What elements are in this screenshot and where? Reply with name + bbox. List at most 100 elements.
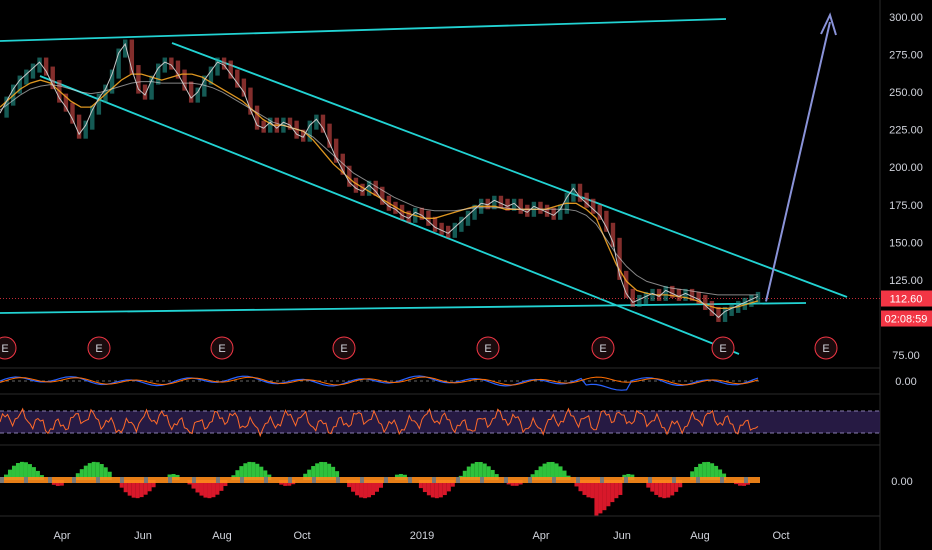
earnings-marker-label: E bbox=[218, 343, 225, 355]
histogram-bar bbox=[103, 467, 108, 480]
histogram-bar bbox=[203, 480, 208, 498]
projection-arrow-head bbox=[820, 12, 837, 36]
histogram-bar bbox=[255, 463, 260, 480]
price-candle bbox=[30, 63, 36, 79]
price-candle bbox=[129, 39, 135, 75]
price-candle bbox=[314, 114, 319, 130]
earnings-marker-label: E bbox=[1, 343, 8, 355]
price-candle bbox=[617, 237, 622, 280]
histogram-bar bbox=[335, 471, 340, 480]
price-tick-label: 175.00 bbox=[889, 200, 923, 212]
price-candle bbox=[380, 186, 385, 205]
histogram-bar bbox=[99, 464, 104, 480]
price-candle bbox=[221, 57, 227, 70]
price-candle bbox=[406, 210, 411, 223]
price-candle bbox=[366, 180, 372, 196]
histogram-bar bbox=[75, 473, 80, 480]
histogram-zero-tick bbox=[336, 477, 340, 483]
histogram-bar bbox=[235, 470, 240, 480]
price-candle bbox=[683, 288, 688, 301]
earnings-marker[interactable] bbox=[814, 336, 838, 360]
histogram-bar bbox=[554, 463, 559, 480]
histogram-bar bbox=[426, 480, 431, 496]
trend-line[interactable] bbox=[171, 42, 848, 298]
trend-line[interactable] bbox=[0, 302, 807, 314]
histogram-bar bbox=[598, 480, 603, 514]
time-tick-label: Aug bbox=[690, 530, 710, 542]
price-candle bbox=[446, 225, 451, 238]
price-candle bbox=[307, 120, 312, 142]
earnings-marker[interactable] bbox=[711, 336, 735, 360]
price-candle bbox=[340, 153, 345, 175]
time-tick-label: Aug bbox=[212, 530, 232, 542]
price-candle bbox=[175, 60, 181, 79]
trend-line[interactable] bbox=[0, 18, 727, 42]
histogram-bar bbox=[15, 463, 20, 480]
histogram-bar bbox=[319, 461, 324, 480]
price-candle bbox=[353, 177, 359, 193]
price-candle bbox=[37, 57, 42, 73]
histogram-bar bbox=[11, 465, 16, 480]
price-candle bbox=[518, 198, 523, 214]
price-candle bbox=[188, 81, 194, 103]
price-candle bbox=[70, 102, 75, 124]
histogram-zero-tick bbox=[24, 477, 28, 483]
macd-axis-label: 0.00 bbox=[895, 376, 916, 388]
earnings-marker[interactable] bbox=[87, 336, 111, 360]
trend-line[interactable] bbox=[39, 75, 740, 355]
histogram-bar bbox=[478, 462, 483, 480]
histogram-zero-tick bbox=[672, 477, 676, 483]
macd-signal-line bbox=[0, 376, 759, 386]
histogram-zero-tick bbox=[192, 477, 196, 483]
price-candle bbox=[663, 285, 668, 301]
price-axis[interactable]: 300.00 275.00 250.00 225.00 200.00 175.00 150.… bbox=[881, 12, 932, 362]
earnings-marker[interactable] bbox=[332, 336, 356, 360]
histogram-bar bbox=[191, 480, 196, 489]
histogram-bar bbox=[263, 470, 268, 480]
macd-pane[interactable] bbox=[0, 375, 760, 391]
price-candle bbox=[558, 204, 563, 220]
price-candle bbox=[577, 183, 583, 202]
time-tick-label: Apr bbox=[532, 530, 549, 542]
histogram-pane[interactable] bbox=[0, 461, 760, 516]
price-candle bbox=[722, 306, 728, 322]
projection-arrow[interactable] bbox=[765, 21, 831, 302]
histogram-zero-tick bbox=[480, 477, 484, 483]
price-candle bbox=[228, 60, 233, 79]
price-candle bbox=[248, 87, 253, 115]
price-candle bbox=[452, 222, 457, 238]
histogram-bar bbox=[714, 465, 719, 480]
price-candle bbox=[202, 75, 207, 97]
rsi-line bbox=[0, 407, 759, 438]
histogram-bar bbox=[438, 480, 443, 498]
time-axis[interactable]: Apr Jun Aug Oct 2019 Apr Jun Aug Oct bbox=[53, 530, 789, 542]
histogram-bar bbox=[375, 480, 380, 492]
histogram-zero-tick bbox=[240, 477, 244, 483]
price-candle bbox=[630, 288, 635, 307]
earnings-marker[interactable] bbox=[591, 336, 615, 360]
histogram-axis-label: 0.00 bbox=[891, 476, 912, 488]
histogram-bar bbox=[95, 462, 100, 480]
histogram-bar bbox=[79, 469, 84, 480]
rsi-pane[interactable] bbox=[0, 407, 880, 438]
histogram-zero-tick bbox=[744, 477, 748, 483]
histogram-bar bbox=[574, 480, 579, 487]
price-candle bbox=[716, 306, 721, 322]
earnings-marker[interactable] bbox=[476, 336, 500, 360]
price-candle bbox=[696, 291, 701, 304]
price-candle bbox=[399, 204, 405, 220]
earnings-marker[interactable] bbox=[0, 336, 17, 360]
earnings-marker[interactable] bbox=[210, 336, 234, 360]
price-candle bbox=[268, 117, 273, 133]
price-tick-label: 75.00 bbox=[892, 350, 920, 362]
histogram-bar bbox=[219, 480, 224, 491]
histogram-bar bbox=[243, 463, 248, 480]
histogram-bar bbox=[690, 471, 695, 480]
histogram-bar bbox=[27, 464, 32, 480]
histogram-bar bbox=[239, 466, 244, 480]
price-candle bbox=[235, 69, 240, 88]
price-candle bbox=[287, 117, 293, 130]
histogram-bar bbox=[470, 463, 475, 480]
